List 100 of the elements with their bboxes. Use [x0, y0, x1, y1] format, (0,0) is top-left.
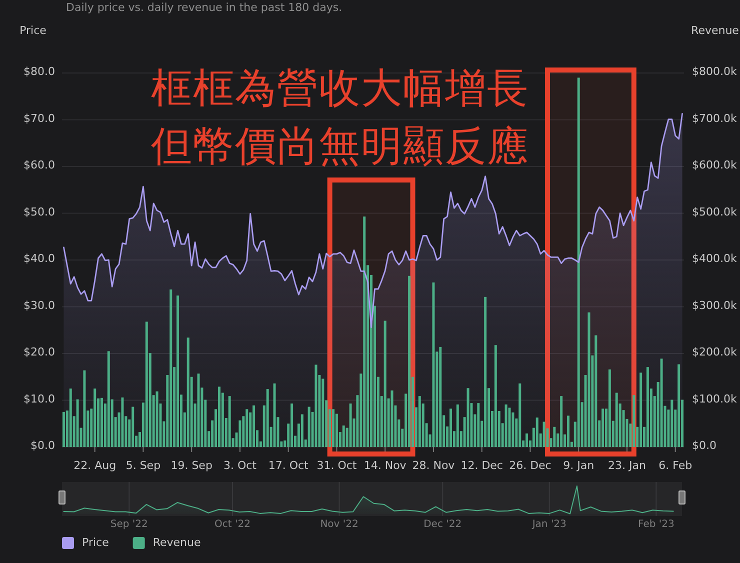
y2-tick-label: $0.0: [692, 439, 716, 452]
bar: [384, 320, 386, 447]
y2-tick-label: $400.0k: [692, 252, 738, 266]
y2-tick-label: $500.0k: [692, 205, 738, 218]
y-axis-title: Price: [20, 24, 47, 37]
bar: [83, 370, 86, 447]
bar: [608, 369, 611, 447]
bar: [308, 406, 310, 447]
bar: [536, 418, 538, 447]
bar: [577, 78, 580, 447]
x-tick-label: 14. Nov: [364, 459, 407, 472]
y-tick-label: $60.0: [24, 158, 55, 172]
y-tick-label: $0.0: [30, 439, 55, 452]
y-tick-label: $40.0: [24, 252, 55, 266]
bar: [553, 426, 556, 447]
y2-tick-label: $700.0k: [692, 112, 738, 125]
bar: [145, 322, 148, 447]
bar: [218, 386, 220, 447]
bar: [314, 364, 318, 447]
bar: [518, 383, 522, 447]
bar: [660, 358, 663, 447]
bar: [363, 216, 366, 447]
bar: [484, 296, 487, 447]
bar: [602, 408, 604, 447]
y2-tick-label: $200.0k: [692, 346, 738, 359]
bar: [121, 397, 124, 447]
bar: [322, 378, 324, 447]
bar: [69, 388, 72, 447]
x-tick-label: 26. Dec: [509, 459, 552, 472]
x-tick-label: 17. Oct: [268, 459, 310, 472]
bar: [273, 383, 276, 447]
y-tick-label: $80.0: [24, 65, 55, 78]
legend-label: Price: [82, 536, 110, 550]
y-tick-label: $70.0: [24, 112, 55, 125]
annotation: 框框為營收大幅增長: [151, 64, 529, 112]
x-tick-label: Feb '23: [638, 519, 674, 530]
bar: [504, 404, 508, 447]
bar: [670, 400, 674, 447]
y2-tick-label: $800.0k: [692, 65, 738, 78]
bar: [646, 367, 649, 447]
bar: [408, 276, 411, 447]
y2-tick-label: $300.0k: [692, 298, 738, 312]
bar: [588, 312, 590, 447]
bar: [76, 399, 79, 447]
bar: [228, 396, 231, 447]
bar: [100, 398, 103, 447]
bar: [132, 406, 134, 447]
bar: [432, 282, 435, 447]
x-tick-label: 5. Sep: [126, 459, 161, 472]
y2-tick-label: $100.0k: [692, 392, 738, 406]
y-tick-label: $20.0: [24, 346, 55, 359]
x-tick-label: 22. Aug: [74, 459, 116, 472]
bar: [594, 335, 598, 447]
bar: [62, 412, 65, 447]
bar: [170, 289, 172, 447]
bar: [450, 408, 452, 447]
legend-label: Revenue: [152, 536, 201, 550]
x-tick-label: 23. Jan: [608, 459, 646, 472]
bar: [615, 392, 618, 447]
y-tick-label: $50.0: [24, 205, 55, 218]
x-tick-label: 19. Sep: [170, 459, 212, 472]
x-tick-label: 12. Dec: [460, 459, 503, 472]
x-tick-label: 3. Oct: [223, 459, 258, 472]
bar: [266, 389, 269, 447]
bar: [107, 351, 110, 447]
bar: [238, 420, 242, 447]
x-tick-label: Dec '22: [424, 519, 462, 530]
bar: [566, 416, 570, 447]
bar: [342, 425, 345, 447]
x-tick-label: Sep '22: [110, 519, 148, 530]
bar: [526, 433, 528, 447]
y-tick-label: $10.0: [24, 392, 55, 406]
bar: [560, 396, 563, 447]
bar: [246, 409, 248, 447]
y-tick-label: $30.0: [24, 298, 55, 312]
bar: [456, 404, 459, 447]
bar: [418, 396, 421, 447]
bar: [186, 338, 190, 447]
x-tick-label: Nov '22: [320, 519, 358, 530]
x-tick-label: 31. Oct: [316, 459, 358, 472]
bar: [678, 364, 680, 447]
bar: [542, 422, 546, 447]
bar: [290, 404, 294, 447]
bar: [632, 395, 636, 447]
bar: [494, 345, 497, 447]
y2-tick-label: $600.0k: [692, 158, 738, 172]
chart-title: Daily price vs. daily revenue in the past 180 days.: [66, 1, 342, 14]
bar: [640, 372, 642, 447]
bar: [439, 346, 442, 447]
y2-axis-title: Revenue: [691, 24, 740, 37]
x-tick-label: 9. Jan: [563, 459, 594, 472]
x-tick-label: 28. Nov: [412, 459, 456, 472]
bar: [349, 404, 352, 447]
x-tick-label: 6. Feb: [658, 459, 692, 472]
bar: [477, 403, 480, 447]
bar: [252, 405, 256, 447]
bar: [156, 391, 158, 447]
bar: [300, 414, 304, 447]
x-tick-label: Jan '23: [531, 519, 566, 530]
bar: [466, 388, 470, 447]
